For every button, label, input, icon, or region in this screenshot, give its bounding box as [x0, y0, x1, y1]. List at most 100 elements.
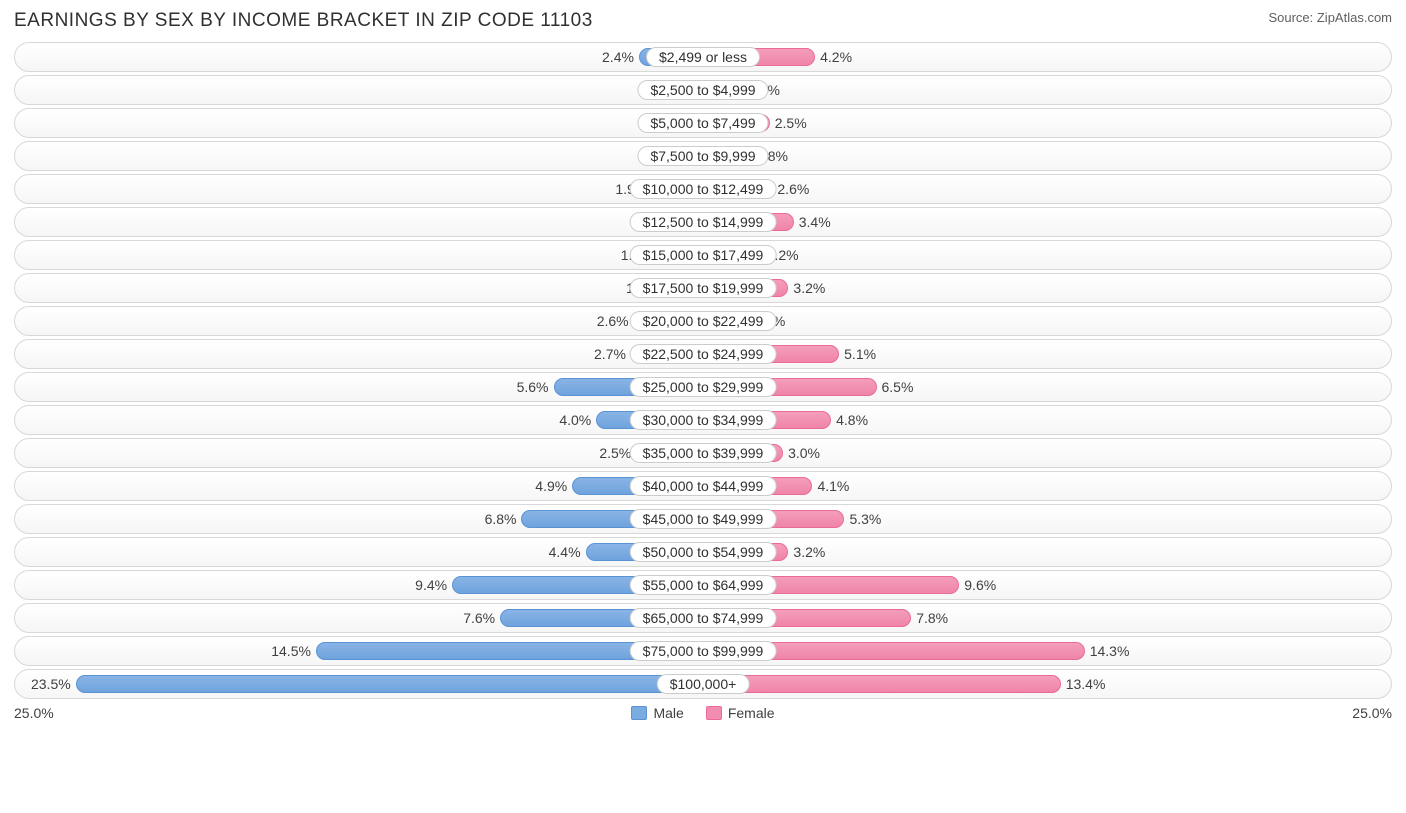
chart-row: 23.5% 13.4% $100,000+	[14, 669, 1392, 699]
row-half-female: 14.3%	[703, 637, 1391, 665]
chart-row: 4.0% 4.8% $30,000 to $34,999	[14, 405, 1392, 435]
row-half-female: 1.7%	[703, 307, 1391, 335]
axis-left-max: 25.0%	[14, 705, 54, 721]
row-half-male: 5.6%	[15, 373, 703, 401]
category-label: $7,500 to $9,999	[637, 146, 768, 166]
row-half-male: 4.9%	[15, 472, 703, 500]
legend-label-female: Female	[728, 705, 775, 721]
category-label: $30,000 to $34,999	[630, 410, 777, 430]
category-label: $100,000+	[657, 674, 750, 694]
row-half-male: 7.6%	[15, 604, 703, 632]
category-label: $5,000 to $7,499	[637, 113, 768, 133]
pct-label-male: 4.4%	[549, 544, 581, 560]
row-half-male: 1.7%	[15, 241, 703, 269]
row-half-female: 9.6%	[703, 571, 1391, 599]
row-half-male: 2.6%	[15, 307, 703, 335]
chart-row: 7.6% 7.8% $65,000 to $74,999	[14, 603, 1392, 633]
row-half-female: 3.4%	[703, 208, 1391, 236]
chart-row: 1.1% 3.4% $12,500 to $14,999	[14, 207, 1392, 237]
chart-row: 1.0%1.5%$2,500 to $4,999	[14, 75, 1392, 105]
chart-row: 4.4% 3.2%$50,000 to $54,999	[14, 537, 1392, 567]
row-half-female: 4.8%	[703, 406, 1391, 434]
row-half-male: 23.5%	[15, 670, 703, 698]
row-half-female: 3.0%	[703, 439, 1391, 467]
category-label: $65,000 to $74,999	[630, 608, 777, 628]
row-half-male: 6.8%	[15, 505, 703, 533]
chart-title: EARNINGS BY SEX BY INCOME BRACKET IN ZIP…	[14, 10, 593, 32]
row-half-female: 3.2%	[703, 538, 1391, 566]
chart-container: EARNINGS BY SEX BY INCOME BRACKET IN ZIP…	[0, 0, 1406, 729]
chart-row: 1.9%2.6%$10,000 to $12,499	[14, 174, 1392, 204]
pct-label-female: 4.2%	[820, 49, 852, 65]
chart-row: 1.0%1.8%$7,500 to $9,999	[14, 141, 1392, 171]
pct-label-male: 9.4%	[415, 577, 447, 593]
category-label: $15,000 to $17,499	[630, 245, 777, 265]
legend: Male Female	[631, 705, 774, 721]
legend-item-male: Male	[631, 705, 683, 721]
pct-label-female: 6.5%	[882, 379, 914, 395]
pct-label-female: 4.8%	[836, 412, 868, 428]
bar-male: 23.5%	[76, 675, 703, 693]
pct-label-male: 23.5%	[31, 676, 71, 692]
pct-label-female: 4.1%	[817, 478, 849, 494]
row-half-male: 1.1%	[15, 208, 703, 236]
pct-label-female: 3.4%	[799, 214, 831, 230]
chart-row: 14.5%14.3%$75,000 to $99,999	[14, 636, 1392, 666]
pct-label-male: 2.7%	[594, 346, 626, 362]
pct-label-male: 5.6%	[517, 379, 549, 395]
pct-label-male: 14.5%	[271, 643, 311, 659]
category-label: $22,500 to $24,999	[630, 344, 777, 364]
row-half-female: 4.1%	[703, 472, 1391, 500]
category-label: $2,499 or less	[646, 47, 760, 67]
row-half-female: 5.1%	[703, 340, 1391, 368]
pct-label-female: 7.8%	[916, 610, 948, 626]
row-half-female: 6.5%	[703, 373, 1391, 401]
chart-row: 4.9% 4.1% $40,000 to $44,999	[14, 471, 1392, 501]
chart-row: 9.4% 9.6%$55,000 to $64,999	[14, 570, 1392, 600]
pct-label-male: 6.8%	[485, 511, 517, 527]
row-half-female: 2.2%	[703, 241, 1391, 269]
pct-label-male: 4.9%	[535, 478, 567, 494]
category-label: $45,000 to $49,999	[630, 509, 777, 529]
chart-source: Source: ZipAtlas.com	[1268, 10, 1392, 25]
row-half-female: 7.8%	[703, 604, 1391, 632]
chart-header: EARNINGS BY SEX BY INCOME BRACKET IN ZIP…	[14, 10, 1392, 32]
row-half-female: 1.5%	[703, 76, 1391, 104]
chart-row: 6.8% 5.3%$45,000 to $49,999	[14, 504, 1392, 534]
category-label: $12,500 to $14,999	[630, 212, 777, 232]
pct-label-male: 4.0%	[559, 412, 591, 428]
row-half-female: 2.6%	[703, 175, 1391, 203]
chart-row: 1.7%2.2%$15,000 to $17,499	[14, 240, 1392, 270]
chart-row: 1.0% 2.5% $5,000 to $7,499	[14, 108, 1392, 138]
pct-label-female: 14.3%	[1090, 643, 1130, 659]
chart-row: 1.5%3.2%$17,500 to $19,999	[14, 273, 1392, 303]
category-label: $50,000 to $54,999	[630, 542, 777, 562]
row-half-male: 2.7%	[15, 340, 703, 368]
pct-label-female: 2.5%	[775, 115, 807, 131]
row-half-male: 9.4%	[15, 571, 703, 599]
category-label: $10,000 to $12,499	[630, 179, 777, 199]
legend-item-female: Female	[706, 705, 775, 721]
pct-label-female: 13.4%	[1066, 676, 1106, 692]
row-half-male: 14.5%	[15, 637, 703, 665]
row-half-male: 1.0%	[15, 109, 703, 137]
chart-row: 2.6%1.7%$20,000 to $22,499	[14, 306, 1392, 336]
row-half-male: 4.4%	[15, 538, 703, 566]
category-label: $55,000 to $64,999	[630, 575, 777, 595]
pct-label-female: 5.1%	[844, 346, 876, 362]
row-half-female: 13.4%	[703, 670, 1391, 698]
swatch-female	[706, 706, 722, 720]
row-half-male: 1.5%	[15, 274, 703, 302]
row-half-female: 1.8%	[703, 142, 1391, 170]
row-half-male: 4.0%	[15, 406, 703, 434]
legend-label-male: Male	[653, 705, 683, 721]
category-label: $25,000 to $29,999	[630, 377, 777, 397]
category-label: $35,000 to $39,999	[630, 443, 777, 463]
pct-label-female: 2.6%	[777, 181, 809, 197]
row-half-female: 4.2%	[703, 43, 1391, 71]
chart-row: 5.6% 6.5% $25,000 to $29,999	[14, 372, 1392, 402]
category-label: $40,000 to $44,999	[630, 476, 777, 496]
row-half-female: 5.3%	[703, 505, 1391, 533]
category-label: $2,500 to $4,999	[637, 80, 768, 100]
chart-row: 2.7% 5.1% $22,500 to $24,999	[14, 339, 1392, 369]
